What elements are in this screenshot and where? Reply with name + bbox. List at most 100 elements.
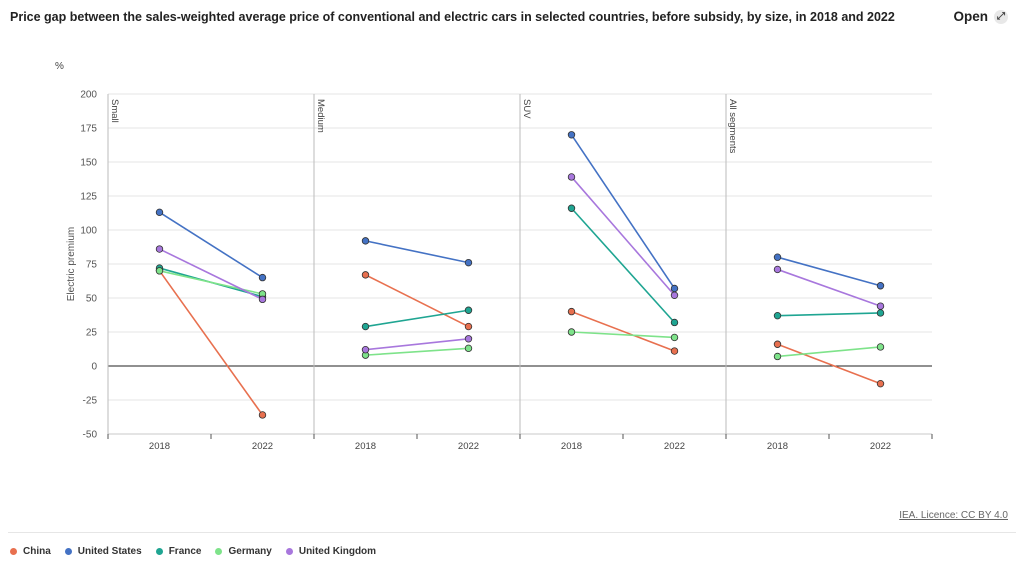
data-point	[876, 343, 885, 351]
series-line	[158, 270, 264, 416]
series-line	[365, 240, 469, 264]
data-point	[258, 273, 267, 282]
x-tick-label: 2022	[870, 441, 891, 452]
series-line	[159, 211, 263, 279]
open-button[interactable]: Open ⤢	[953, 9, 1008, 24]
data-point	[361, 271, 370, 279]
series-line	[159, 270, 263, 295]
legend-label: China	[23, 546, 51, 557]
y-tick-label: -50	[83, 430, 98, 441]
x-tick-label: 2022	[252, 441, 273, 452]
legend-marker-icon	[64, 548, 72, 555]
data-point	[773, 340, 782, 348]
legend-item[interactable]: Germany	[215, 546, 272, 557]
series-line	[365, 309, 469, 328]
series-line	[777, 268, 881, 307]
legend-label: France	[168, 546, 202, 557]
data-point	[773, 352, 782, 361]
data-point	[876, 282, 885, 290]
licence-link[interactable]: IEA. Licence: CC BY 4.0	[899, 510, 1008, 521]
series-line	[365, 274, 469, 328]
y-tick-label: -25	[83, 396, 98, 407]
data-point	[464, 344, 473, 353]
data-point	[567, 173, 576, 181]
legend-label: Germany	[228, 546, 272, 557]
legend-item[interactable]: United States	[64, 546, 142, 557]
data-point	[464, 322, 473, 331]
legend-label: United States	[77, 546, 142, 557]
legend-marker-icon	[10, 548, 17, 555]
data-point	[670, 291, 679, 299]
y-tick-label: 75	[86, 260, 98, 271]
series-line	[571, 331, 675, 339]
y-axis-label: Electric premium	[66, 227, 77, 301]
series-line	[777, 346, 881, 358]
data-point	[876, 379, 885, 388]
series-line	[365, 338, 469, 351]
data-point	[567, 204, 576, 212]
legend-marker-icon	[285, 548, 293, 555]
series-line	[571, 310, 675, 352]
series-line	[159, 248, 263, 301]
series-line	[570, 134, 676, 289]
data-point	[155, 245, 164, 253]
series-line	[777, 256, 881, 287]
y-tick-label: 25	[86, 328, 98, 339]
data-point	[567, 131, 576, 139]
data-point	[258, 295, 267, 304]
data-point	[464, 335, 473, 343]
data-point	[876, 309, 885, 317]
data-point	[567, 307, 576, 316]
series-line	[570, 207, 676, 324]
x-tick-label: 2018	[355, 441, 376, 452]
legend-marker-icon	[215, 548, 223, 555]
panel-label: SUV	[521, 99, 532, 119]
legend-marker-icon	[155, 548, 163, 555]
data-point	[258, 411, 267, 419]
data-point	[361, 322, 370, 331]
y-tick-label: 175	[80, 124, 97, 135]
legend-item[interactable]: United Kingdom	[285, 546, 377, 557]
panel-label: Medium	[315, 99, 326, 133]
legend: China United States France Germany United Ki…	[10, 546, 376, 557]
x-tick-label: 2022	[664, 441, 685, 452]
data-point	[670, 284, 679, 293]
y-unit-label: %	[55, 61, 64, 72]
y-tick-label: 125	[80, 192, 97, 203]
legend-item[interactable]: France	[155, 546, 202, 557]
data-point	[876, 302, 885, 310]
series-line	[777, 343, 881, 385]
x-tick-label: 2018	[149, 441, 170, 452]
legend-item[interactable]: China	[10, 546, 51, 557]
data-point	[464, 258, 473, 267]
x-tick-label: 2018	[767, 441, 788, 452]
panel-label: Small	[109, 99, 120, 123]
data-point	[773, 265, 782, 274]
panel-label: All segments	[727, 99, 738, 154]
y-tick-label: 150	[80, 158, 97, 169]
data-point	[361, 237, 370, 245]
data-point	[773, 311, 782, 320]
data-point	[155, 267, 164, 275]
y-tick-label: 50	[86, 294, 98, 305]
expand-icon: ⤢	[994, 9, 1008, 24]
series-line	[570, 176, 676, 296]
data-point	[670, 347, 679, 355]
data-point	[155, 208, 164, 217]
chart-title: Price gap between the sales-weighted ave…	[10, 10, 895, 24]
x-tick-label: 2022	[458, 441, 479, 452]
data-point	[567, 328, 576, 336]
chart-area: 200 175 150 125 100 75 50 25 0 -25 -50 Electric pre…	[66, 90, 933, 452]
legend-divider	[8, 532, 1016, 533]
x-tick-label: 2018	[561, 441, 582, 452]
y-tick-label: 100	[80, 226, 97, 237]
data-point	[670, 333, 679, 342]
data-point	[464, 306, 473, 314]
data-point	[361, 345, 370, 354]
series-line	[777, 312, 881, 317]
legend-label: United Kingdom	[298, 546, 377, 557]
y-tick-label: 0	[91, 362, 97, 373]
data-point	[773, 253, 782, 261]
open-label: Open	[953, 9, 988, 24]
series-line	[365, 347, 469, 356]
